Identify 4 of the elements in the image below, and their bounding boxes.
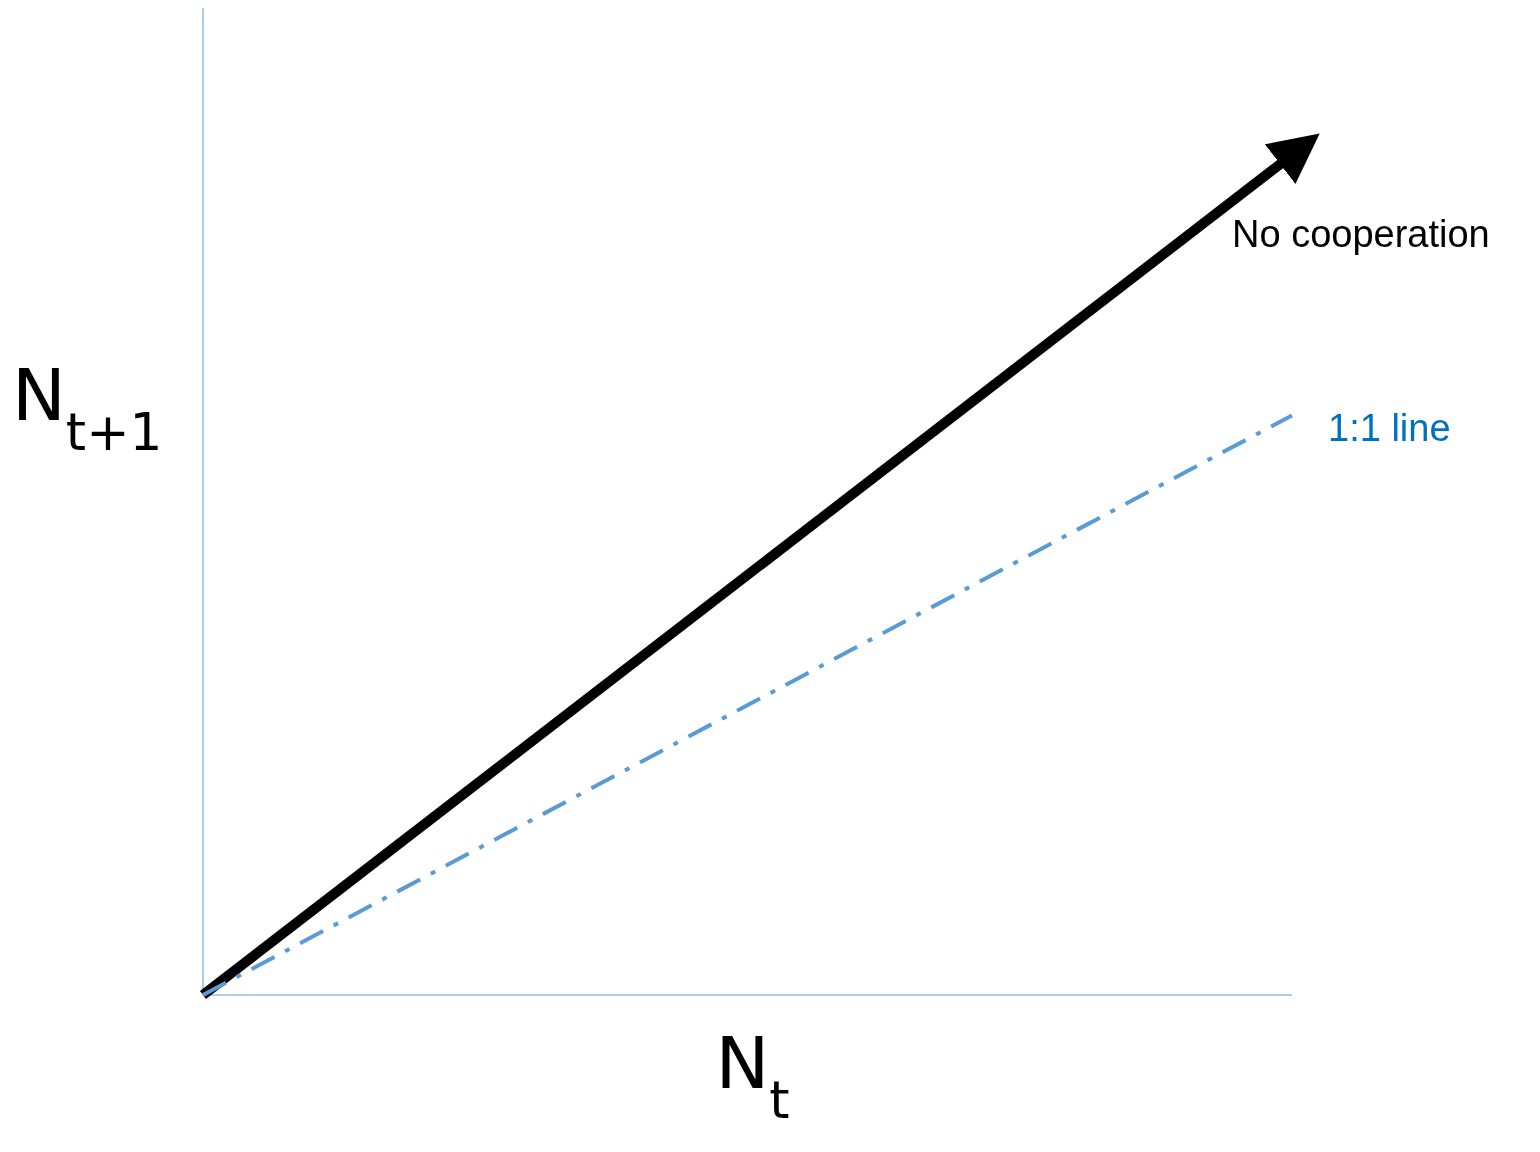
y-axis-title: N$_{t+1}$ xyxy=(12,353,163,462)
series-label: No cooperation xyxy=(1232,213,1490,255)
series-label: 1:1 line xyxy=(1328,407,1451,450)
x-axis-title: N$_{t}$ xyxy=(715,1021,790,1130)
